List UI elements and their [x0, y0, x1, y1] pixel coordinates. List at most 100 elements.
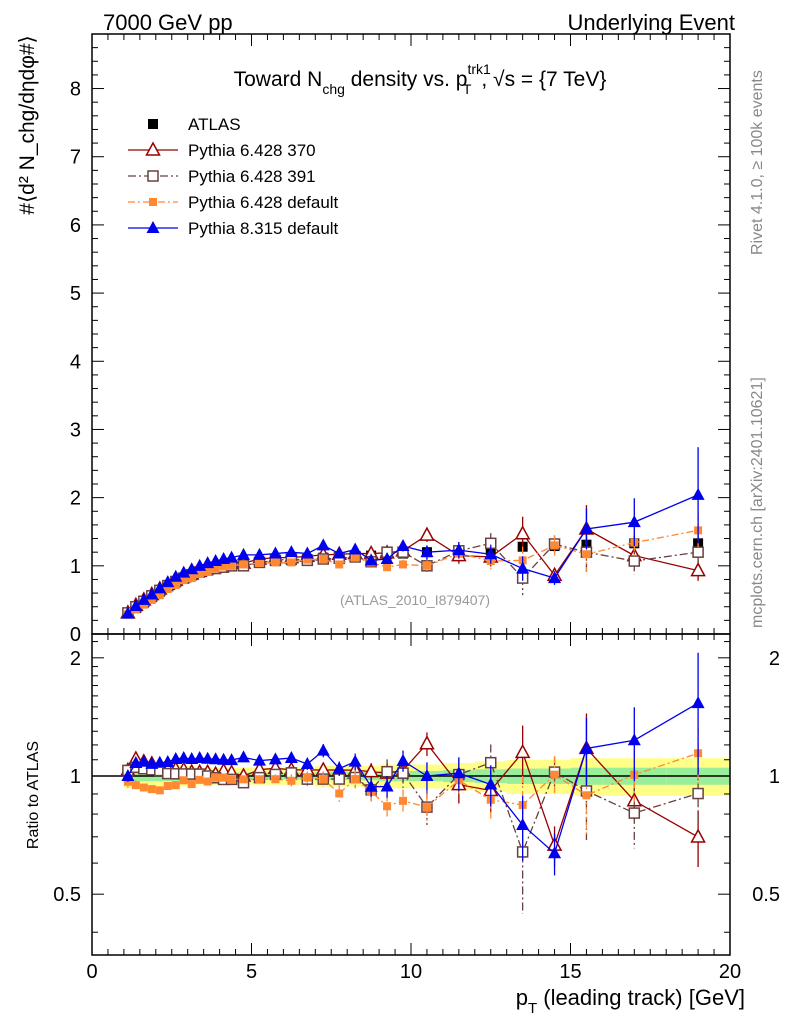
- y-tick-label: 4: [70, 351, 81, 373]
- ratio-point: [271, 775, 280, 784]
- ratio-point: [627, 733, 641, 746]
- legend-entry: Pythia 6.428 391: [128, 167, 316, 186]
- ratio-point: [137, 754, 151, 767]
- ratio-point: [550, 770, 559, 779]
- data-point: [177, 565, 191, 578]
- data-point: [129, 599, 143, 612]
- y-tick-label: 6: [70, 215, 81, 237]
- x-label-part: (leading track) [GeV]: [537, 985, 745, 1010]
- ratio-point: [332, 761, 346, 774]
- data-point: [225, 550, 239, 563]
- data-point: [419, 526, 435, 541]
- ratio-point: [380, 779, 394, 792]
- ratio-frame: [91, 633, 731, 956]
- data-point: [187, 574, 196, 583]
- chart-title: Toward Nchg density vs. ptrk1 T , √s = {7 …: [234, 61, 607, 97]
- data-point: [237, 547, 251, 560]
- data-point: [332, 546, 346, 559]
- ratio-series-pythia-8-315-default: [121, 652, 705, 876]
- legend-marker: [145, 141, 161, 156]
- data-point: [380, 552, 394, 564]
- ratio-point: [163, 782, 172, 791]
- ratio-point: [691, 696, 705, 709]
- data-point: [690, 562, 706, 577]
- data-point: [145, 587, 159, 600]
- data-point: [396, 539, 410, 552]
- ratio-point: [335, 789, 344, 798]
- data-point: [227, 561, 236, 570]
- data-point: [319, 555, 328, 563]
- x-tick-label: 15: [559, 961, 581, 983]
- data-point: [219, 562, 228, 571]
- ratio-point: [381, 765, 393, 778]
- legend-entry: Pythia 6.428 default: [128, 193, 339, 212]
- ratio-y-tick-label-right: 0.5: [752, 884, 780, 906]
- data-point: [582, 550, 591, 559]
- data-point: [422, 561, 431, 570]
- ratio-point: [171, 781, 180, 790]
- data-point: [169, 569, 183, 582]
- ratio-panel: 0 5 10 15 20 0.5 0.5 1 1 2 2: [53, 633, 780, 983]
- data-point: [579, 522, 593, 534]
- x-axis-label: pT (leading track) [GeV]: [516, 985, 745, 1017]
- x-tick-label: 5: [246, 961, 257, 983]
- data-point: [147, 595, 156, 604]
- ratio-point: [383, 802, 392, 811]
- ratio-point: [239, 775, 248, 784]
- analysis-watermark: (ATLAS_2010_I879407): [340, 592, 490, 608]
- data-point: [284, 545, 298, 558]
- data-point: [271, 558, 280, 567]
- legend-label: Pythia 6.428 default: [188, 193, 339, 212]
- ratio-point: [419, 735, 435, 750]
- legend-marker: [147, 170, 159, 182]
- ratio-point: [420, 769, 434, 782]
- ratio-point: [300, 757, 314, 770]
- legend: ATLAS Pythia 6.428 370 Pythia 6.428 391 Pyt…: [128, 115, 339, 238]
- legend-label: Pythia 6.428 370: [188, 141, 316, 160]
- data-point: [484, 547, 498, 560]
- title-part: density vs. p: [345, 68, 468, 91]
- data-point: [137, 592, 151, 605]
- legend-marker: [149, 198, 157, 206]
- ratio-point: [422, 803, 431, 812]
- data-point: [121, 606, 135, 619]
- data-point: [268, 546, 282, 559]
- ratio-point: [364, 779, 378, 792]
- ratio-point: [548, 846, 562, 859]
- data-point: [514, 525, 531, 540]
- data-point: [211, 564, 220, 573]
- ratio-point: [351, 775, 360, 784]
- data-point: [300, 546, 314, 559]
- data-point: [383, 563, 392, 572]
- data-point: [239, 560, 248, 569]
- data-point: [692, 546, 704, 558]
- ratio-point: [209, 752, 223, 765]
- data-point: [252, 547, 266, 560]
- data-point: [195, 570, 204, 578]
- data-point: [364, 553, 378, 566]
- series-pythia-8-315-default: [121, 447, 705, 619]
- legend-label: ATLAS: [188, 115, 241, 134]
- data-point: [348, 542, 362, 555]
- data-point: [161, 575, 175, 588]
- rivet-version-label: Rivet 4.1.0, ≥ 100k events: [749, 70, 766, 255]
- ratio-point: [690, 828, 706, 843]
- main-panel: 0 1 2 3 4 5 6 7 8: [70, 33, 731, 955]
- header-right: Underlying Event: [567, 10, 735, 35]
- title-sup: trk1: [467, 61, 491, 77]
- data-point: [153, 581, 167, 594]
- x-tick-label: 10: [400, 961, 422, 983]
- ratio-point: [227, 775, 236, 784]
- ratio-point: [582, 791, 591, 800]
- data-point: [550, 541, 559, 550]
- legend-entry: Pythia 6.428 370: [128, 141, 316, 160]
- ratio-point: [514, 743, 531, 759]
- ratio-point: [179, 776, 188, 785]
- data-point: [171, 580, 180, 589]
- y-tick-label: 2: [70, 488, 81, 510]
- y-tick-label: 5: [70, 283, 81, 305]
- ratio-point: [396, 753, 410, 766]
- ratio-point: [484, 777, 498, 790]
- ratio-point: [155, 786, 164, 795]
- ratio-point: [252, 753, 266, 766]
